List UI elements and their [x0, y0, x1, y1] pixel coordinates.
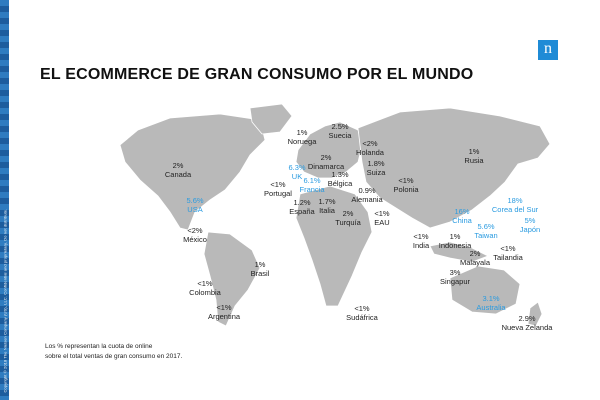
country-label-polonia: <1% Polonia	[393, 176, 419, 194]
side-band: Copyright © 2018 The Nielsen Company (US…	[0, 0, 9, 400]
country-label-italia: 1.7% Italia	[318, 197, 336, 215]
country-label-holanda: <2% Holanda	[356, 139, 384, 157]
country-label-eau: <1% EAU	[374, 209, 390, 227]
greenland-shape	[249, 103, 293, 135]
country-label-mexico: <2% México	[183, 226, 207, 244]
nielsen-logo: n	[538, 40, 558, 60]
country-label-uk: 6.3% UK	[288, 163, 306, 181]
country-label-portugal: <1% Portugal	[264, 180, 292, 198]
footnote-line-2: sobre el total ventas de gran consumo en…	[45, 353, 183, 360]
country-label-rusia: 1% Rusia	[464, 147, 484, 165]
copyright-text: Copyright © 2018 The Nielsen Company (US…	[2, 208, 8, 393]
footnote: Los % representan la cuota de online sob…	[45, 342, 182, 362]
country-label-colombia: <1% Colombia	[189, 279, 221, 297]
asia-shape	[357, 107, 551, 229]
country-label-malayala: 2% Malayala	[459, 249, 491, 267]
country-label-sudafrica: <1% Sudáfrica	[346, 304, 378, 322]
country-label-dinamarca: 2% Dinamarca	[307, 153, 345, 171]
country-label-alemania: 0.9% Alemania	[351, 186, 383, 204]
country-label-canada: 2% Canada	[164, 161, 192, 179]
country-label-brasil: 1% Brasil	[250, 260, 270, 278]
south-america-shape	[203, 231, 261, 327]
country-label-corea-del-sur: 18% Corea del Sur	[491, 196, 539, 214]
europe-shape	[295, 121, 363, 179]
country-label-australia: 3.1% Australia	[476, 294, 506, 312]
country-label-india: <1% India	[412, 232, 430, 250]
country-label-espana: 1.2% España	[289, 198, 315, 216]
country-label-belgica: 1.3% Bélgica	[327, 170, 353, 188]
country-label-tailandia: <1% Tailandia	[493, 244, 523, 262]
africa-shape	[295, 185, 373, 307]
footnote-line-1: Los % representan la cuota de online	[45, 343, 153, 350]
country-label-singapur: 3% Singapur	[439, 268, 471, 286]
country-label-suiza: 1.8% Suiza	[366, 159, 386, 177]
country-label-taiwan: 5.6% Taiwan	[474, 222, 498, 240]
indonesia-shape	[429, 241, 489, 263]
country-label-china: 16% China	[452, 207, 472, 225]
slide-title: EL ECOMMERCE DE GRAN CONSUMO POR EL MUND…	[40, 66, 474, 83]
country-label-francia: 6.1% Francia	[299, 176, 325, 194]
country-label-usa: 5.6% USA	[186, 196, 204, 214]
country-label-noruega: 1% Noruega	[287, 128, 317, 146]
country-label-indonesia: 1% Indonesia	[438, 232, 472, 250]
country-label-nueva-zelanda: 2.9% Nueva Zelanda	[501, 314, 553, 332]
new-zealand-shape	[527, 301, 543, 327]
world-map	[119, 103, 551, 327]
country-label-japon: 5% Japón	[519, 216, 541, 234]
country-label-suecia: 2.5% Suecia	[328, 122, 352, 140]
australia-shape	[449, 265, 521, 315]
country-label-turquia: 2% Turquía	[335, 209, 361, 227]
country-label-argentina: <1% Argentina	[207, 303, 241, 321]
